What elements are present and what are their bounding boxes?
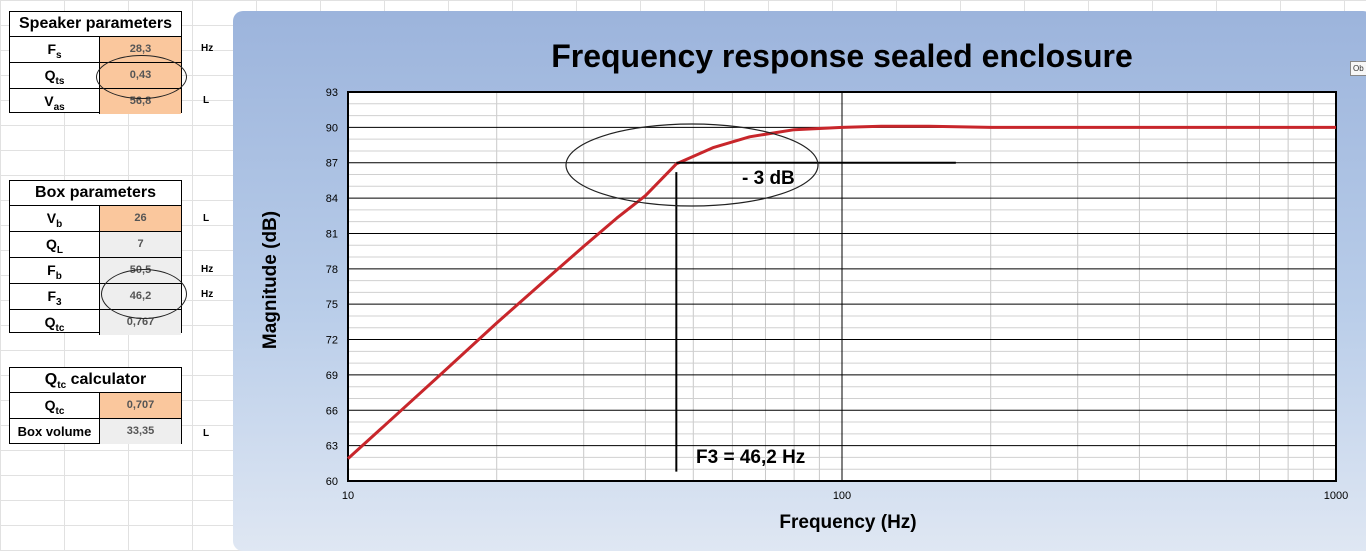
param-label: Vas — [10, 89, 100, 114]
x-tick-label: 1000 — [1324, 490, 1348, 502]
table-row: Qtc 0,767 — [10, 310, 181, 335]
y-tick-label: 72 — [326, 335, 338, 347]
table-row: Box volume 33,35 — [10, 419, 181, 444]
param-label: Qtc — [10, 310, 100, 335]
table-row: Fs 28,3 — [10, 37, 181, 63]
target-qtc-input-cell[interactable]: 0,707 — [100, 393, 181, 418]
unit-label: L — [203, 428, 210, 439]
vb-input-cell[interactable]: 26 — [100, 206, 181, 231]
param-label: F3 — [10, 284, 100, 309]
y-tick-label: 75 — [326, 299, 338, 311]
table-row: F3 46,2 — [10, 284, 181, 310]
fs-input-cell[interactable]: 28,3 — [100, 37, 181, 62]
param-label: QL — [10, 232, 100, 257]
fb-cell[interactable]: 50,5 — [100, 258, 181, 283]
unit-label: Hz — [201, 43, 214, 54]
ql-cell[interactable]: 7 — [100, 232, 181, 257]
qtc-calculator-table: Qtc calculator Qtc 0,707 Box volume 33,3… — [9, 367, 182, 444]
table-row: Qtc 0,707 — [10, 393, 181, 419]
table-row: Fb 50,5 — [10, 258, 181, 284]
y-tick-label: 81 — [326, 228, 338, 240]
y-tick-label: 93 — [326, 87, 338, 99]
plot-area: 60 63 66 69 72 75 78 81 84 87 90 93 10 100 1000 — [326, 87, 1348, 502]
box-parameters-table: Box parameters Vb 26 QL 7 Fb 50,5 F3 46,… — [9, 180, 182, 335]
param-label: Vb — [10, 206, 100, 231]
y-tick-label: 90 — [326, 122, 338, 134]
param-label: Box volume — [10, 419, 100, 444]
table-row: Vb 26 — [10, 206, 181, 232]
unit-label: Hz — [201, 264, 214, 275]
unit-label: Hz — [201, 289, 214, 300]
y-tick-label: 69 — [326, 370, 338, 382]
x-tick-label: 10 — [342, 490, 354, 502]
y-tick-label: 78 — [326, 264, 338, 276]
f3-annotation: F3 = 46,2 Hz — [696, 447, 806, 468]
table-row: Qts 0,43 — [10, 63, 181, 89]
y-tick-label: 66 — [326, 405, 338, 417]
y-tick-label: 60 — [326, 476, 338, 488]
table-row: QL 7 — [10, 232, 181, 258]
chart-title: Frequency response sealed enclosure — [551, 38, 1133, 74]
y-tick-label: 87 — [326, 158, 338, 170]
qtc-cell[interactable]: 0,767 — [100, 310, 181, 335]
unit-label: L — [203, 95, 210, 106]
box-parameters-title: Box parameters — [10, 181, 181, 206]
param-label: Fs — [10, 37, 100, 62]
object-tag: Ob — [1350, 61, 1366, 76]
speaker-parameters-title: Speaker parameters — [10, 12, 181, 37]
box-volume-cell[interactable]: 33,35 — [100, 419, 181, 444]
qts-input-cell[interactable]: 0,43 — [100, 63, 181, 88]
frequency-response-curve — [346, 124, 1336, 460]
knee-highlight-ellipse — [565, 123, 819, 207]
plot-border — [347, 91, 1337, 482]
param-label: Qts — [10, 63, 100, 88]
minus-3db-annotation: - 3 dB — [742, 168, 795, 189]
param-label: Fb — [10, 258, 100, 283]
unit-label: L — [203, 213, 210, 224]
x-tick-label: 100 — [833, 490, 851, 502]
y-tick-label: 63 — [326, 441, 338, 453]
x-axis-label: Frequency (Hz) — [779, 512, 917, 533]
f3-cell[interactable]: 46,2 — [100, 284, 181, 309]
y-tick-label: 84 — [326, 193, 338, 205]
param-label: Qtc — [10, 393, 100, 418]
qtc-calculator-title: Qtc calculator — [10, 368, 181, 393]
